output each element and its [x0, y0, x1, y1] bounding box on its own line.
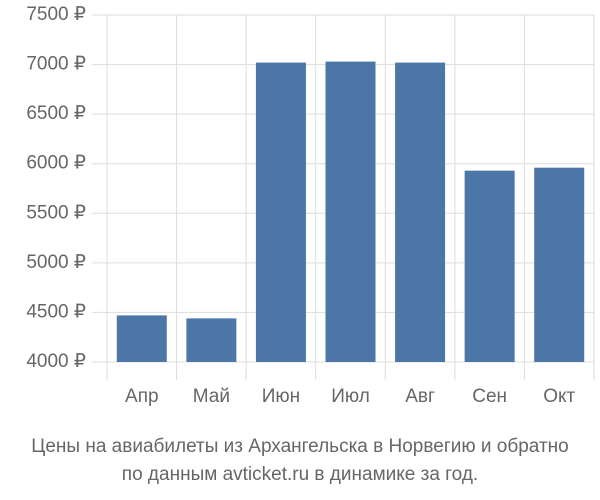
y-tick-label: 6500 ₽	[26, 103, 86, 124]
bar	[325, 61, 376, 363]
bar	[534, 167, 585, 362]
x-tick-label: Май	[193, 386, 230, 407]
bar	[395, 62, 446, 363]
y-tick-label: 6000 ₽	[26, 153, 86, 174]
y-tick-label: 5000 ₽	[26, 252, 86, 273]
y-tick-label: 7000 ₽	[26, 54, 86, 75]
x-tick-label: Сен	[472, 386, 507, 407]
y-tick-label: 7500 ₽	[26, 4, 86, 25]
x-tick-label: Апр	[125, 386, 159, 407]
x-tick-label: Авг	[405, 386, 435, 407]
x-tick-label: Июл	[331, 386, 370, 407]
chart-subtitle: по данным avticket.ru в динамике за год.	[122, 464, 478, 485]
bar	[464, 170, 515, 362]
bar	[255, 62, 306, 363]
y-tick-label: 4000 ₽	[26, 351, 86, 372]
chart-title: Цены на авиабилеты из Архангельска в Нор…	[31, 436, 568, 457]
y-tick-label: 5500 ₽	[26, 202, 86, 223]
bar	[116, 315, 167, 362]
bar	[186, 318, 237, 362]
x-tick-label: Окт	[543, 386, 575, 407]
y-tick-label: 4500 ₽	[26, 301, 86, 322]
x-tick-label: Июн	[262, 386, 300, 407]
